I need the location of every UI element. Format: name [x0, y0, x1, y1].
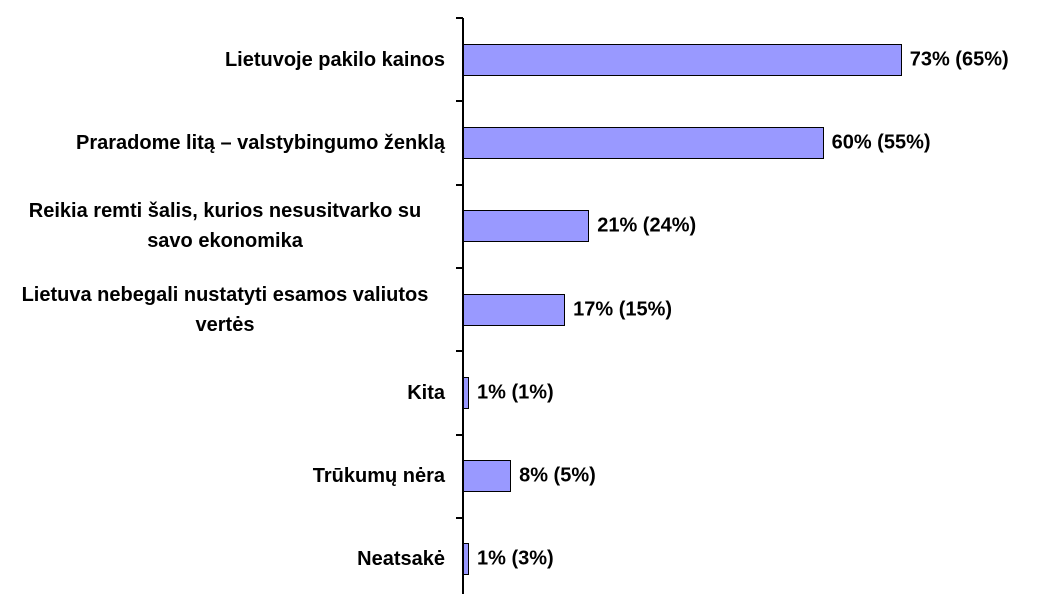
- category-label: Neatsakė: [0, 544, 445, 574]
- category-text: Reikia remti šalis, kurios nesusitvarko …: [28, 200, 422, 253]
- tick-mark: [456, 17, 463, 19]
- bar: [463, 376, 469, 409]
- tick-mark: [456, 183, 463, 186]
- bar: [463, 293, 566, 326]
- bar: [463, 126, 824, 159]
- category-label: Lietuvoje pakilo kainos: [0, 45, 445, 75]
- value-label: 60% (55%): [831, 131, 931, 154]
- category-text: Neatsakė: [357, 548, 445, 571]
- bar: [463, 210, 590, 243]
- category-text: Lietuvoje pakilo kainos: [224, 48, 445, 71]
- value-label: 1% (3%): [477, 547, 554, 570]
- category-label: Kita: [0, 378, 445, 408]
- value-label: 21% (24%): [597, 214, 697, 237]
- category-label: Trūkumų nėra: [0, 461, 445, 491]
- tick-mark: [456, 266, 463, 269]
- category-label: Praradome litą – valstybingumo ženklą: [0, 128, 445, 158]
- tick-mark: [456, 516, 463, 519]
- category-text: Kita: [407, 381, 445, 404]
- category-label: Lietuva nebegali nustatyti esamos valiut…: [0, 280, 445, 340]
- category-label: Reikia remti šalis, kurios nesusitvarko …: [0, 196, 445, 256]
- tick-mark: [456, 350, 463, 353]
- value-label: 8% (5%): [519, 464, 596, 487]
- tick-mark: [456, 433, 463, 436]
- bar: [463, 43, 902, 76]
- value-label: 17% (15%): [573, 298, 673, 321]
- bar: [463, 543, 469, 576]
- bar: [463, 460, 512, 493]
- value-label: 73% (65%): [909, 48, 1009, 71]
- tick-mark: [456, 100, 463, 103]
- category-text: Trūkumų nėra: [312, 465, 445, 488]
- category-text: Lietuva nebegali nustatyti esamos valiut…: [21, 283, 429, 336]
- value-label: 1% (1%): [477, 381, 554, 404]
- category-text: Praradome litą – valstybingumo ženklą: [75, 131, 445, 154]
